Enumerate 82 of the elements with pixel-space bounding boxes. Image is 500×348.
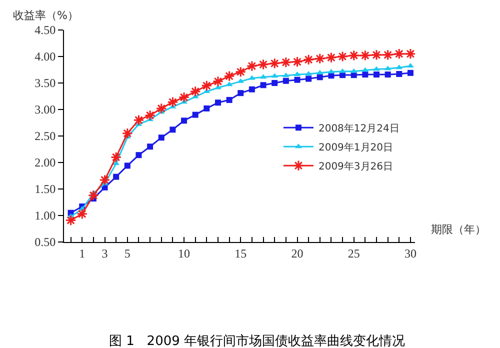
- point: [65, 214, 76, 226]
- x-tick-label: 30: [404, 246, 416, 260]
- point: [214, 84, 222, 90]
- point: [110, 152, 122, 163]
- point: [113, 174, 120, 180]
- x-tick-label: 25: [348, 246, 360, 260]
- point: [362, 72, 368, 78]
- point: [122, 128, 133, 139]
- x-axis-title: 期限（年）: [431, 223, 486, 236]
- point: [272, 80, 278, 86]
- point: [181, 118, 188, 124]
- point: [76, 208, 88, 220]
- point: [212, 76, 224, 87]
- point: [316, 74, 323, 80]
- x-tick-label: 10: [178, 246, 190, 260]
- point: [133, 114, 144, 126]
- point: [374, 72, 380, 78]
- y-tick-label: 3.00: [34, 102, 56, 117]
- legend-label: 2009年1月20日: [318, 142, 394, 154]
- point: [214, 100, 221, 106]
- point: [394, 48, 405, 60]
- point: [170, 126, 176, 133]
- point: [404, 48, 415, 60]
- point: [260, 82, 266, 88]
- point: [407, 70, 414, 76]
- text: 图 1 2009 年银行间市场国债收益率曲线变化情况: [109, 333, 406, 348]
- y-tick-label: 0.50: [34, 235, 56, 250]
- point: [156, 102, 167, 114]
- point: [258, 58, 269, 70]
- point: [336, 50, 348, 62]
- y-tick-label: 1.00: [34, 208, 56, 223]
- point: [370, 49, 382, 60]
- point: [178, 92, 190, 103]
- legend-label: 2008年12月24日: [318, 122, 400, 134]
- point: [314, 53, 326, 64]
- x-tick-label: 20: [291, 246, 304, 260]
- point: [360, 50, 371, 61]
- point: [384, 72, 391, 78]
- point: [326, 52, 337, 64]
- point: [280, 56, 292, 68]
- point: [88, 190, 99, 201]
- point: [294, 76, 300, 83]
- point: [158, 134, 164, 141]
- point: [303, 54, 314, 66]
- point: [407, 63, 414, 68]
- y-tick-label: 1.50: [34, 182, 56, 196]
- y-axis-title: 收益率（%）: [13, 9, 78, 22]
- point: [238, 90, 244, 96]
- y-tick-label: 4.00: [34, 50, 56, 64]
- point: [226, 96, 232, 103]
- point: [190, 86, 201, 98]
- point: [306, 76, 312, 82]
- y-tick-label: 2.50: [34, 129, 56, 144]
- point: [136, 152, 142, 158]
- x-tick-label: 3: [102, 246, 108, 260]
- point: [147, 144, 154, 150]
- y-tick-label: 3.50: [34, 76, 56, 90]
- y-tick-label: 4.50: [34, 23, 56, 38]
- point: [235, 66, 246, 78]
- x-tick-label: 1: [79, 246, 86, 260]
- point: [201, 80, 212, 92]
- point: [204, 105, 210, 112]
- legend-label: 2009年3月26日: [318, 160, 394, 172]
- point: [269, 58, 280, 69]
- point: [292, 56, 303, 68]
- point: [282, 78, 289, 84]
- point: [248, 86, 255, 92]
- point: [396, 70, 402, 77]
- point: [124, 162, 130, 169]
- point: [246, 60, 258, 72]
- point: [167, 96, 178, 108]
- point: [373, 66, 380, 71]
- point: [99, 174, 110, 186]
- y-tick-label: 2.00: [34, 156, 56, 170]
- point: [192, 112, 198, 118]
- point: [382, 49, 394, 60]
- point: [339, 68, 346, 73]
- point: [348, 50, 360, 61]
- point: [144, 110, 156, 121]
- x-tick-label: 5: [124, 246, 130, 260]
- x-tick-label: 15: [234, 246, 247, 260]
- point: [224, 70, 235, 82]
